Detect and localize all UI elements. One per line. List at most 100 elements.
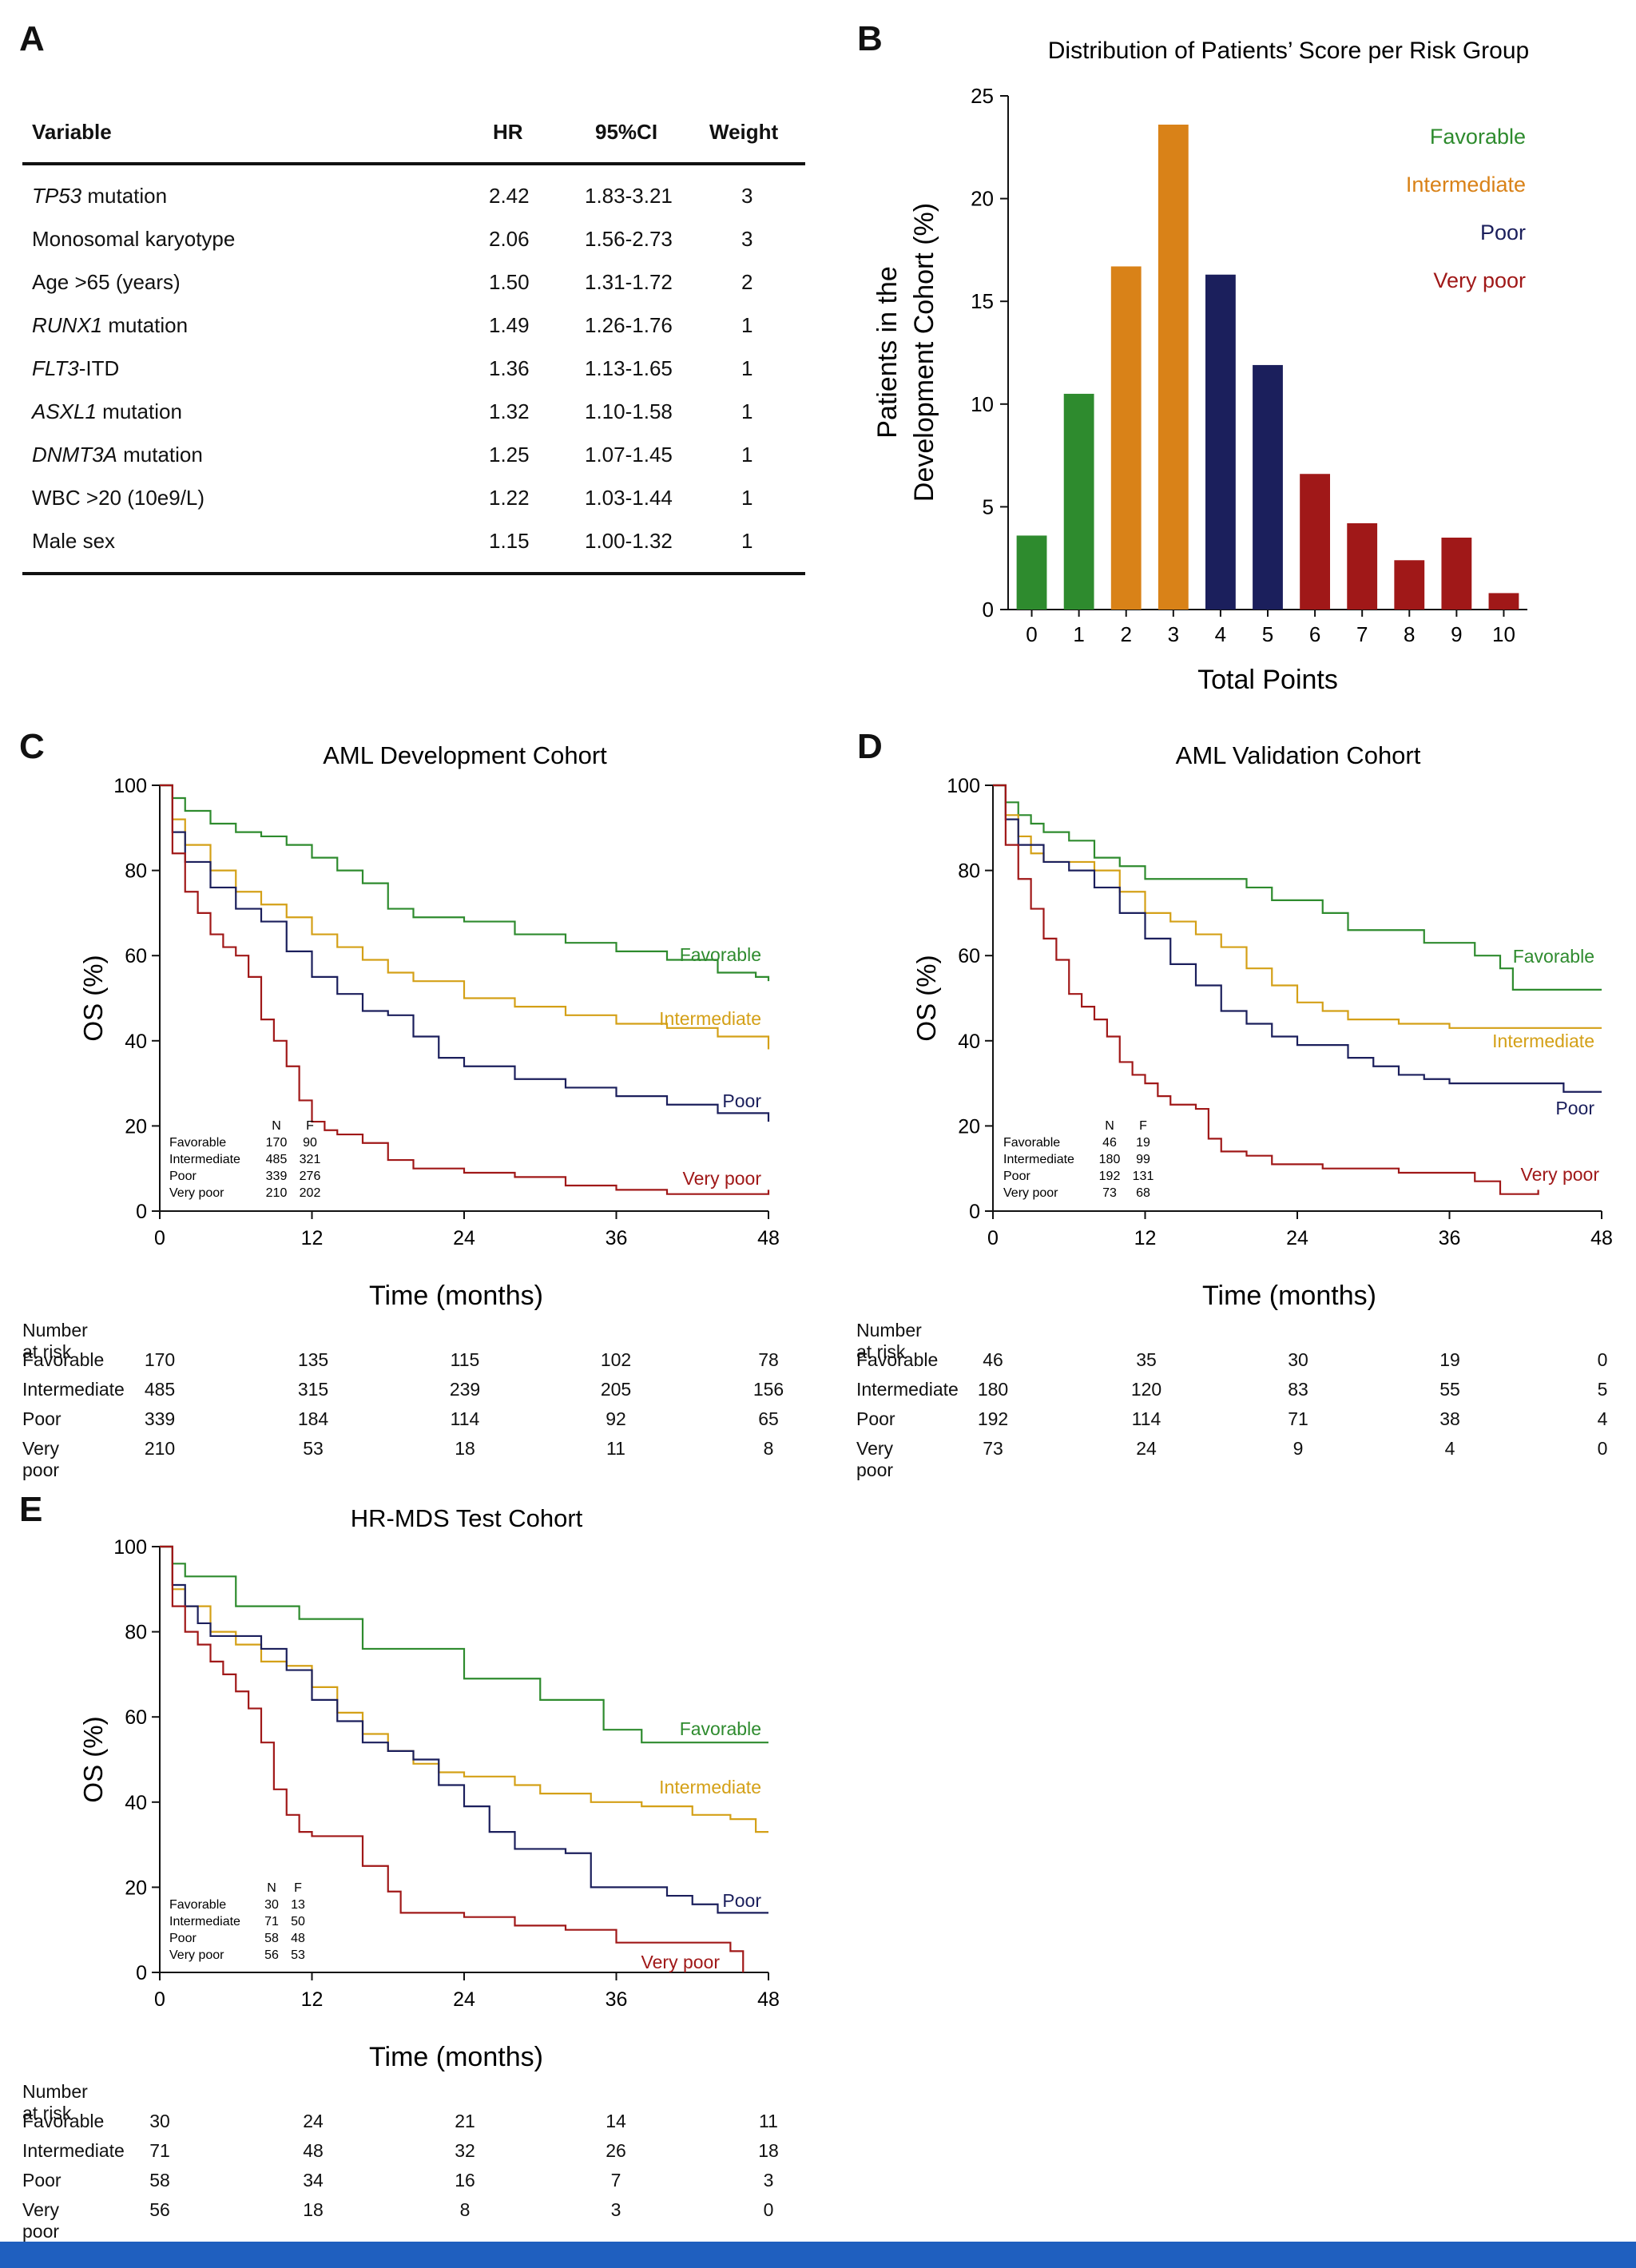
km-curve [160, 1545, 768, 1744]
km-plot-development: AML Development Cohort 0 20 40 60 80 100 0 12 24 3… [78, 741, 780, 1311]
km-y-tick-label: 100 [113, 1536, 147, 1559]
gene-name: ASXL1 [32, 399, 97, 423]
table-cell-ci: 1.03-1.44 [585, 486, 673, 510]
table-bottom-rule [22, 572, 805, 575]
risk-table-cell: 205 [600, 1379, 632, 1400]
km-nf-n: 339 [266, 1170, 288, 1183]
km-nf-f: 48 [291, 1932, 305, 1945]
variable-text: -ITD [78, 356, 120, 380]
km-curve-label: Poor [1555, 1098, 1594, 1118]
bar-x-tick-label: 9 [1451, 622, 1462, 646]
risk-table-group-label: Very poor [22, 1438, 60, 1480]
km-y-axis-label: OS (%) [78, 955, 108, 1041]
bar-x-tick-label: 3 [1168, 622, 1179, 646]
risk-table-cell: 4 [1444, 1438, 1455, 1459]
km-nf-f: 202 [300, 1186, 321, 1200]
variable-text: mutation [117, 443, 203, 467]
risk-table-cell: 71 [149, 2140, 170, 2161]
risk-table-cell: 34 [303, 2170, 324, 2191]
km-nf-n: 30 [264, 1898, 279, 1912]
table-cell-ci: 1.26-1.76 [585, 313, 673, 337]
risk-table-cell: 192 [977, 1408, 1009, 1429]
risk-table-cell: 239 [449, 1379, 481, 1400]
risk-table-cell: 8 [459, 2199, 471, 2220]
risk-table-cell: 156 [752, 1379, 784, 1400]
risk-table-group-label: Intermediate [856, 1379, 959, 1400]
risk-table-cell: 83 [1288, 1379, 1308, 1400]
km-y-tick-label: 60 [958, 945, 980, 967]
risk-table-cell: 73 [983, 1438, 1003, 1459]
bar [1253, 364, 1283, 610]
km-x-tick-label: 36 [606, 1988, 628, 2011]
risk-table-cell: 102 [600, 1349, 632, 1370]
risk-table-cell: 46 [983, 1349, 1003, 1370]
table-cell-hr: 1.32 [489, 399, 530, 423]
bar [1441, 537, 1472, 610]
bar [1300, 474, 1330, 610]
bar-x-tick-label: 0 [1026, 622, 1037, 646]
km-f-header: F [306, 1119, 314, 1133]
risk-table-cell: 114 [1131, 1408, 1161, 1429]
risk-table-cell: 115 [450, 1349, 480, 1370]
km-y-tick-label: 60 [125, 1706, 147, 1729]
km-n-header: N [272, 1119, 281, 1133]
risk-table-cell: 135 [297, 1349, 329, 1370]
km-nf-group: Very poor [1003, 1186, 1058, 1200]
risk-table-cell: 24 [1136, 1438, 1157, 1459]
km-nf-n: 210 [266, 1186, 288, 1200]
table-cell-hr: 2.42 [489, 184, 530, 208]
bar-y-tick-label: 10 [971, 392, 994, 416]
risk-table-cell: 35 [1136, 1349, 1157, 1370]
risk-table-cell: 53 [303, 1438, 324, 1459]
table-cell-hr: 1.22 [489, 486, 530, 510]
km-y-tick-label: 20 [125, 1877, 147, 1899]
bar-legend-entry: Poor [1480, 220, 1526, 244]
km-y-tick-label: 0 [136, 1962, 147, 1984]
table-cell-variable: RUNX1 mutation [32, 313, 188, 338]
bar-y-tick-label: 0 [983, 598, 994, 622]
risk-table-cell: 78 [758, 1349, 779, 1370]
variable-text: mutation [81, 184, 168, 208]
table-cell-variable: Male sex [32, 529, 115, 554]
risk-table-header: Number at risk [22, 1320, 88, 1362]
risk-table-cell: 315 [297, 1379, 329, 1400]
risk-table-cell: 58 [149, 2170, 170, 2191]
risk-table-cell: 485 [144, 1379, 176, 1400]
bar-legend-entry: Intermediate [1406, 173, 1526, 197]
km-curve-label: Poor [722, 1090, 761, 1111]
km-nf-group: Favorable [1003, 1136, 1060, 1150]
table-cell-ci: 1.00-1.32 [585, 529, 673, 553]
km-x-tick-label: 24 [453, 1988, 475, 2011]
km-y-tick-label: 80 [125, 860, 147, 883]
km-nf-f: 321 [300, 1153, 321, 1166]
risk-table-group-label: Favorable [856, 1349, 939, 1370]
km-y-tick-label: 100 [947, 775, 980, 797]
gene-name: TP53 [32, 184, 82, 208]
table-cell-variable: DNMT3A mutation [32, 443, 203, 467]
km-x-tick-label: 24 [453, 1227, 475, 1249]
risk-table-cell: 21 [455, 2111, 475, 2131]
table-cell-variable: Age >65 (years) [32, 270, 181, 295]
km-nf-n: 46 [1102, 1136, 1117, 1150]
bar [1158, 125, 1189, 610]
variable-text: WBC >20 (10e9/L) [32, 486, 205, 510]
km-nf-group: Intermediate [169, 1153, 240, 1166]
table-cell-ci: 1.07-1.45 [585, 443, 673, 467]
risk-table-group-label: Favorable [22, 2111, 105, 2131]
risk-table-group-label: Poor [22, 2170, 62, 2191]
risk-table-cell: 3 [763, 2170, 774, 2191]
km-nf-f: 13 [291, 1898, 305, 1912]
km-curve-label: Favorable [680, 1718, 761, 1739]
table-cell-ci: 1.83-3.21 [585, 184, 673, 208]
bar-x-tick-label: 1 [1073, 622, 1084, 646]
km-x-axis-label: Time (months) [1202, 1281, 1376, 1311]
bar-x-tick-label: 5 [1262, 622, 1273, 646]
km-y-tick-label: 60 [125, 945, 147, 967]
bar-x-tick-label: 8 [1404, 622, 1415, 646]
bar-legend-entry: Very poor [1433, 268, 1526, 292]
risk-table-cell: 7 [610, 2170, 621, 2191]
km-n-header: N [267, 1881, 276, 1895]
table-cell-weight: 1 [741, 399, 753, 423]
table-cell-variable: WBC >20 (10e9/L) [32, 486, 204, 510]
